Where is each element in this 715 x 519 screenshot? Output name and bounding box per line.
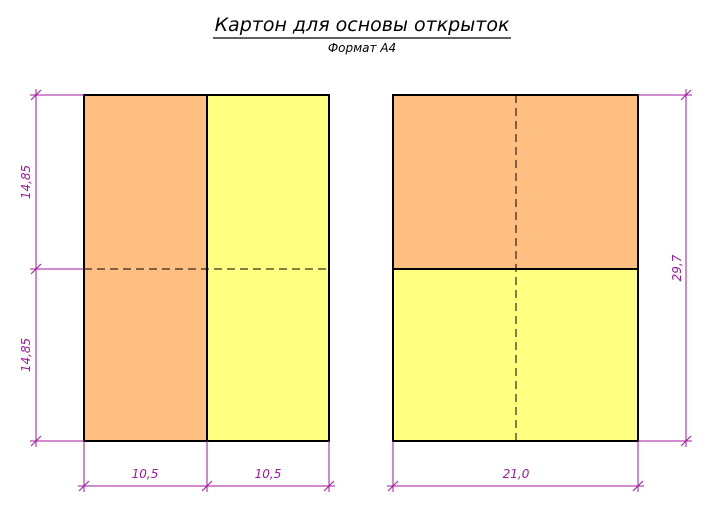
dimension-label: 29,7 (670, 254, 684, 281)
dimension-lines (30, 89, 692, 492)
title: Картон для основы открыток (215, 14, 510, 36)
dimension-label: 14,85 (19, 338, 33, 372)
orange-panel (84, 95, 207, 441)
subtitle: Формат А4 (328, 41, 396, 55)
dimension-label: 14,85 (19, 165, 33, 199)
yellow-panel (207, 95, 329, 441)
dimension-label: 10,5 (132, 467, 159, 481)
dimension-label: 21,0 (503, 467, 530, 481)
dimension-label: 10,5 (255, 467, 282, 481)
